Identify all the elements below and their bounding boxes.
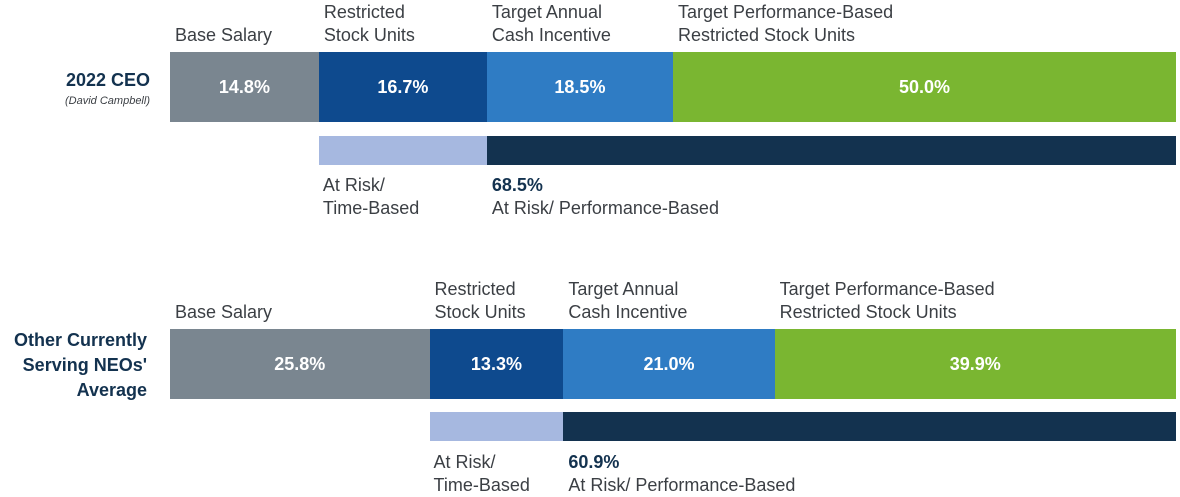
row-title: 2022 CEO bbox=[65, 70, 150, 90]
segment-label: Target Performance-Based Restricted Stoc… bbox=[678, 2, 894, 45]
row-subtitle: (David Campbell) bbox=[65, 95, 150, 107]
performance-based-pct: 68.5% bbox=[491, 175, 543, 195]
segment-label: Restricted Stock Units bbox=[323, 2, 415, 45]
bar-segment: 18.5% bbox=[486, 52, 673, 122]
segment-label: Target Annual Cash Incentive bbox=[568, 279, 688, 322]
segment-label: Target Performance-Based Restricted Stoc… bbox=[779, 279, 995, 322]
bar-segment: 13.3% bbox=[429, 329, 564, 399]
row-title: Other Currently Serving NEOs' Average bbox=[13, 330, 147, 400]
performance-based-label: At Risk/ Performance-Based bbox=[491, 198, 719, 218]
performance-based-bar bbox=[486, 136, 1176, 165]
bar-segment: 50.0% bbox=[673, 52, 1176, 122]
bar-segment: 16.7% bbox=[318, 52, 487, 122]
bar-segment: 39.9% bbox=[774, 329, 1176, 399]
bar-segment: 25.8% bbox=[170, 329, 430, 399]
segment-label: Base Salary bbox=[175, 25, 273, 45]
time-based-label: At Risk/ Time-Based bbox=[322, 175, 420, 218]
segment-label: Restricted Stock Units bbox=[434, 279, 526, 322]
performance-based-label: At Risk/ Performance-Based bbox=[568, 475, 796, 495]
time-based-bar bbox=[318, 136, 487, 165]
segment-label: Target Annual Cash Incentive bbox=[491, 2, 611, 45]
bar-segment: 21.0% bbox=[563, 329, 775, 399]
performance-based-bar bbox=[563, 412, 1176, 441]
time-based-bar bbox=[429, 412, 564, 441]
segment-label: Base Salary bbox=[175, 302, 273, 322]
performance-based-pct: 60.9% bbox=[568, 452, 620, 472]
time-based-label: At Risk/ Time-Based bbox=[433, 452, 530, 495]
bar-segment: 14.8% bbox=[170, 52, 319, 122]
